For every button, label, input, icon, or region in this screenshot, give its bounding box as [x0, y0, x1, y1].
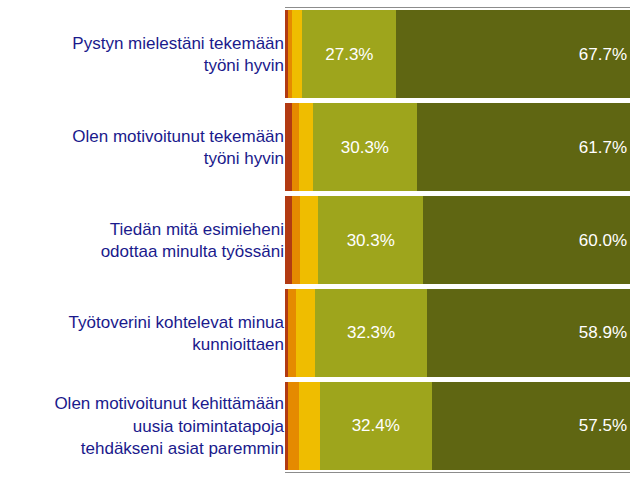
svg-text:27.3%: 27.3% [325, 45, 373, 64]
svg-text:Olen motivoitunut kehittämäänu: Olen motivoitunut kehittämäänuusia toimi… [54, 394, 284, 457]
svg-text:32.3%: 32.3% [347, 323, 395, 342]
svg-text:67.7%: 67.7% [579, 45, 627, 64]
svg-text:30.3%: 30.3% [341, 138, 389, 157]
svg-text:32.4%: 32.4% [352, 416, 400, 435]
svg-text:57.5%: 57.5% [579, 416, 627, 435]
svg-text:60.0%: 60.0% [579, 231, 627, 250]
svg-text:Olen motivoitunut tekemääntyön: Olen motivoitunut tekemääntyöni hyvin [72, 127, 284, 168]
svg-text:Tiedän mitä esimieheniodottaa: Tiedän mitä esimieheniodottaa minulta ty… [101, 220, 284, 261]
svg-text:30.3%: 30.3% [347, 231, 395, 250]
svg-text:58.9%: 58.9% [579, 323, 627, 342]
svg-text:61.7%: 61.7% [579, 138, 627, 157]
svg-text:Pystyn mielestäni tekemääntyön: Pystyn mielestäni tekemääntyöni hyvin [72, 34, 284, 75]
svg-text:Työtoverini kohtelevat minuaku: Työtoverini kohtelevat minuakunnioittaen [69, 313, 285, 354]
